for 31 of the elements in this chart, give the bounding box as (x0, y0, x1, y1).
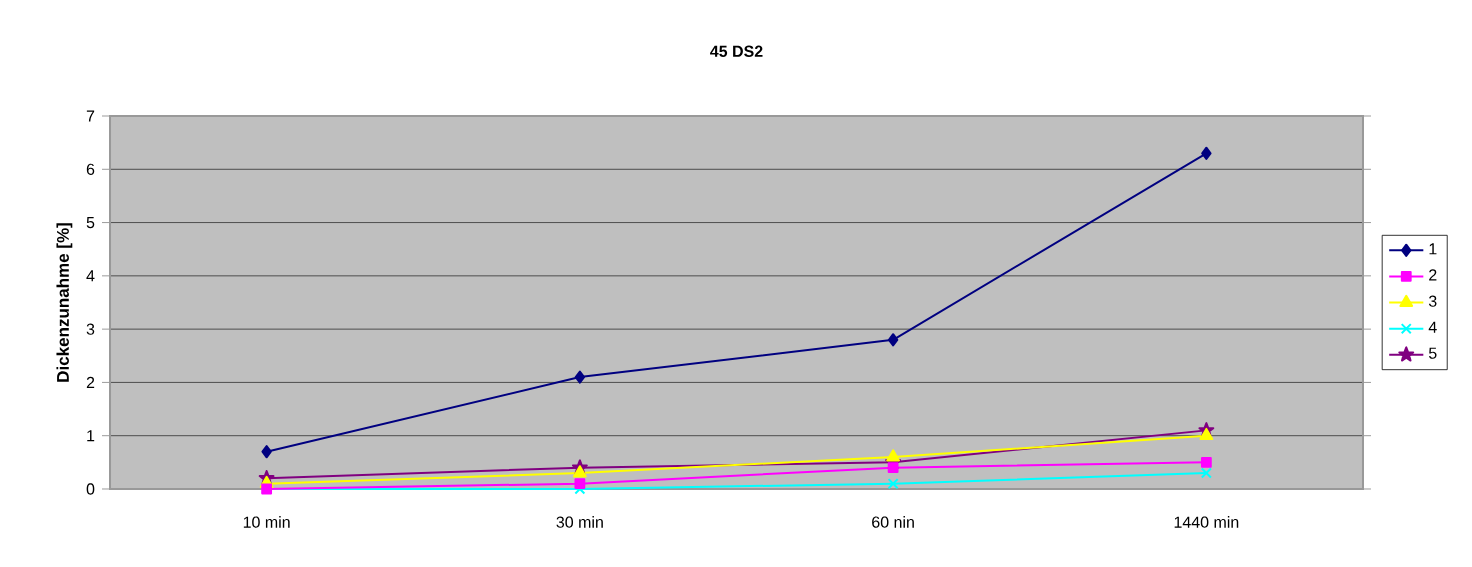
point (572, 465, 587, 478)
legend-label: 3 (1428, 295, 1437, 307)
y-tick-label: 4 (86, 270, 95, 282)
point (1200, 456, 1212, 468)
legend-label: 1 (1429, 243, 1437, 255)
legend-label: 2 (1429, 269, 1437, 281)
x-tick-label: 60 nin (872, 516, 914, 528)
point (1200, 467, 1212, 479)
point (574, 478, 586, 490)
y-axis-title: Dickenzunahme [%] (56, 223, 73, 382)
x-tick-label: 10 min (243, 516, 290, 528)
point (574, 370, 586, 384)
point (261, 445, 272, 459)
point (887, 462, 899, 474)
point (1201, 146, 1212, 160)
point (886, 449, 901, 462)
legend-label: 5 (1428, 347, 1437, 359)
y-tick-label: 2 (86, 376, 95, 389)
x-tick-label: 1440 min (1174, 516, 1239, 528)
point (887, 333, 899, 347)
chart-title: 45 DS2 (710, 45, 763, 57)
y-tick-label: 7 (86, 110, 95, 122)
y-tick-label: 3 (86, 323, 95, 335)
legend-label: 4 (1428, 321, 1437, 333)
y-tick-label: 6 (86, 163, 95, 175)
point (887, 478, 899, 490)
y-tick-label: 0 (86, 483, 95, 495)
point (1199, 427, 1214, 441)
x-tick-label: 30 min (556, 516, 603, 528)
y-tick-label: 5 (86, 216, 95, 229)
y-tick-label: 1 (87, 430, 95, 442)
